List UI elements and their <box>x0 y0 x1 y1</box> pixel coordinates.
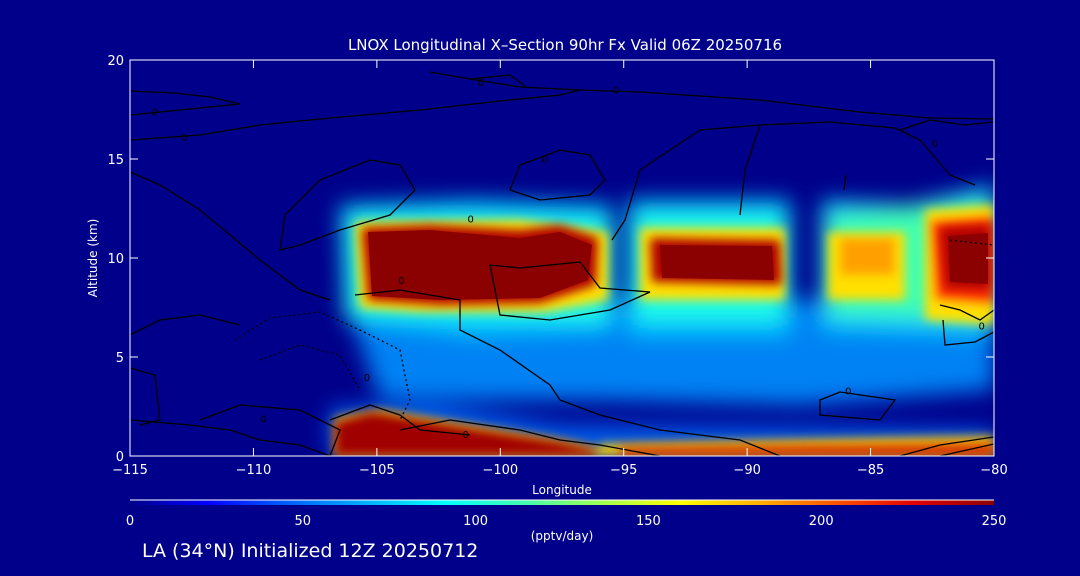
field-max-low-2 <box>620 444 994 456</box>
contour-label: 0 <box>613 86 619 97</box>
contour-line <box>130 89 994 141</box>
x-tick-label: −95 <box>610 463 637 478</box>
lnox-field <box>330 185 994 456</box>
y-axis-ticks: 0 5 10 15 20 <box>107 54 994 465</box>
contour-line-dashed <box>949 239 994 246</box>
colorbar-tick-label: 250 <box>982 514 1007 529</box>
contour-line <box>559 399 781 456</box>
y-axis-label: Altitude (km) <box>86 219 100 298</box>
contour-label: 0 <box>181 133 187 144</box>
contour-label: 0 <box>932 139 938 150</box>
contour-line <box>899 119 994 131</box>
contour-line <box>199 404 341 456</box>
colorbar-ticks: 0 50 100 150 200 250 <box>126 514 1007 529</box>
x-axis-label: Longitude <box>532 483 592 497</box>
contour-line-dashed <box>259 344 361 391</box>
contour-line <box>279 159 416 251</box>
colorbar-tick-label: 200 <box>809 514 834 529</box>
x-tick-label: −90 <box>733 463 760 478</box>
contour-line <box>942 319 994 346</box>
y-tick-label: 20 <box>107 54 124 69</box>
contour-line <box>130 367 161 426</box>
contour-line <box>739 124 761 216</box>
x-axis-ticks: −115 −110 −105 −100 −95 −90 −85 −80 <box>112 60 1008 478</box>
contour-line <box>329 404 471 436</box>
colorbar-tick-label: 100 <box>463 514 488 529</box>
y-tick-label: 0 <box>116 450 124 465</box>
contour-line <box>130 314 241 336</box>
field-core-2 <box>660 245 774 280</box>
contour-line <box>939 304 994 321</box>
chart-title: LNOX Longitudinal X–Section 90hr Fx Vali… <box>348 36 782 54</box>
contour-line <box>354 289 561 401</box>
contour-line <box>899 436 994 456</box>
contour-label: 0 <box>398 276 404 287</box>
contour-label: 0 <box>542 155 548 166</box>
footer-initialization-text: LA (34°N) Initialized 12Z 20250712 <box>142 540 479 562</box>
contour-line <box>509 149 606 201</box>
contour-line <box>130 419 331 456</box>
contour-line <box>939 443 994 456</box>
contour-line-dashed <box>234 311 411 421</box>
field-core-4 <box>948 233 988 284</box>
x-tick-label: −100 <box>482 463 518 478</box>
contour-line <box>469 74 526 87</box>
contour-label: 0 <box>845 387 851 398</box>
x-tick-label: −115 <box>112 463 148 478</box>
x-tick-label: −85 <box>857 463 884 478</box>
field-core-1 <box>368 230 592 300</box>
colorbar-label: (pptv/day) <box>531 529 594 543</box>
contour-line <box>429 71 581 91</box>
contour-line <box>819 391 897 421</box>
contour-label: 0 <box>477 78 483 89</box>
contour-label: 0 <box>467 214 473 225</box>
contour-line <box>399 419 661 456</box>
colorbar-tick-label: 0 <box>126 514 134 529</box>
colorbar-tick-label: 150 <box>636 514 661 529</box>
y-tick-label: 5 <box>116 351 124 366</box>
contour-line <box>489 261 651 321</box>
y-tick-label: 10 <box>107 252 124 267</box>
contour-label: 0 <box>260 414 266 425</box>
contour-label: 0 <box>364 373 370 384</box>
x-tick-label: −110 <box>236 463 272 478</box>
x-tick-label: −80 <box>980 463 1007 478</box>
x-tick-label: −105 <box>359 463 395 478</box>
field-orange-3 <box>840 238 895 275</box>
contour-labels: 0 0 0 0 0 0 0 0 0 0 0 0 0 <box>151 78 984 441</box>
colorbar <box>130 500 994 505</box>
contour-line <box>611 169 641 241</box>
contour-line <box>843 174 847 191</box>
contour-line <box>130 171 331 301</box>
contour-line <box>130 90 241 116</box>
contour-lines <box>130 71 994 456</box>
contour-line <box>639 121 976 186</box>
contour-label: 0 <box>978 321 984 332</box>
contour-label: 0 <box>463 430 469 441</box>
contour-label: 0 <box>151 107 157 118</box>
y-tick-label: 15 <box>107 153 124 168</box>
colorbar-tick-label: 50 <box>295 514 312 529</box>
